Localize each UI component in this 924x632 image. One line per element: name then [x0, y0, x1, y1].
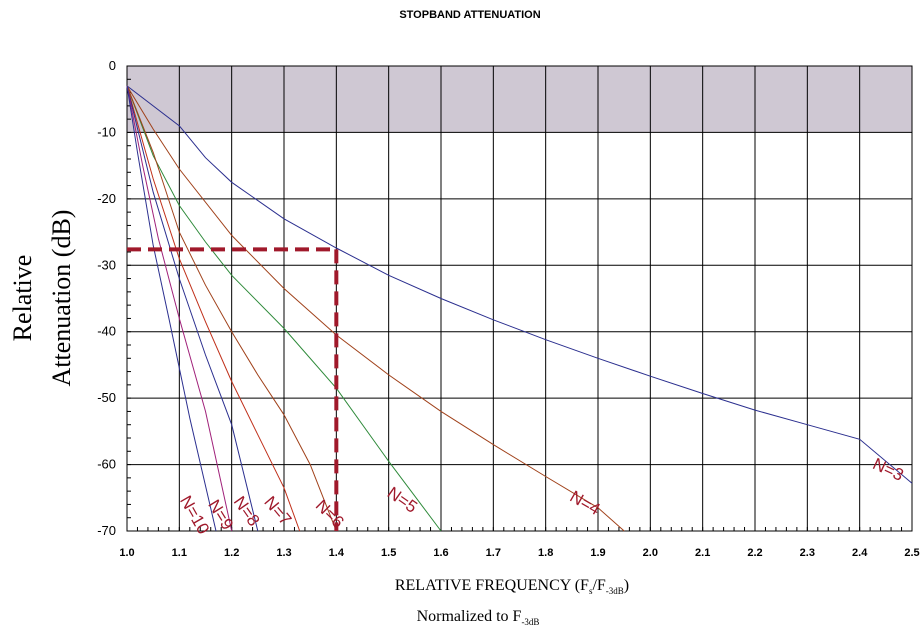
plot-frame	[126, 65, 913, 532]
x-tick-label: 2.5	[904, 547, 919, 559]
series-line	[126, 85, 233, 532]
y-tick-label: -10	[97, 124, 116, 139]
series-label: N=6	[312, 496, 348, 532]
minor-ticks	[126, 65, 913, 532]
y-tick-label: -50	[97, 390, 116, 405]
shaded-band	[127, 66, 912, 132]
y-axis-label-line2: Attenuation (dB)	[47, 210, 76, 387]
y-tick-label: -60	[97, 457, 116, 472]
series-line	[126, 85, 913, 484]
x-tick-label: 1.5	[381, 547, 396, 559]
chart-title: STOPBAND ATTENUATION	[399, 9, 540, 21]
y-tick-label: -30	[97, 257, 116, 272]
y-tick-label: 0	[109, 58, 116, 73]
series-line	[126, 85, 442, 532]
x-tick-label: 2.4	[852, 547, 868, 559]
x-tick-labels: 1.0 1.1 1.2 1.3 1.4 1.5 1.6 1.7 1.8 1.9 2.0 2.1 2.2 2…	[119, 547, 919, 559]
x-axis-label: RELATIVE FREQUENCY (Fs/F-3dB)	[395, 577, 629, 596]
x-tick-label: 1.6	[433, 547, 448, 559]
y-axis-label-line1: Relative	[8, 255, 37, 342]
series-labels: N=3N=4N=5N=6N=7N=8N=9N=10	[176, 454, 906, 537]
x-tick-label: 2.1	[695, 547, 710, 559]
series-label: N=7	[260, 493, 295, 529]
x-tick-label: 2.0	[643, 547, 658, 559]
x-tick-label: 1.0	[119, 547, 134, 559]
series-line	[126, 85, 217, 532]
series-label: N=3	[870, 454, 907, 485]
grid	[126, 65, 913, 532]
x-tick-label: 1.8	[538, 547, 553, 559]
x-tick-label: 2.2	[747, 547, 762, 559]
annotation-dashed	[127, 247, 339, 531]
x-axis-label-2: Normalized to F-3dB	[417, 608, 540, 627]
y-tick-label: -70	[97, 523, 116, 538]
series-label: N=5	[384, 483, 421, 517]
series-line	[126, 85, 625, 532]
x-tick-label: 1.1	[172, 547, 187, 559]
series-line	[126, 85, 301, 532]
series-line	[126, 85, 337, 532]
x-tick-label: 1.2	[224, 547, 239, 559]
x-tick-label: 1.9	[590, 547, 605, 559]
y-tick-label: -20	[97, 191, 116, 206]
series-line	[126, 85, 259, 532]
y-tick-label: -40	[97, 324, 116, 339]
x-tick-label: 1.4	[329, 547, 345, 559]
series-lines	[126, 85, 913, 532]
x-tick-label: 1.7	[486, 547, 501, 559]
x-tick-label: 2.3	[800, 547, 815, 559]
x-tick-label: 1.3	[276, 547, 291, 559]
y-tick-labels: 0 -10 -20 -30 -40 -50 -60 -70	[97, 58, 116, 538]
